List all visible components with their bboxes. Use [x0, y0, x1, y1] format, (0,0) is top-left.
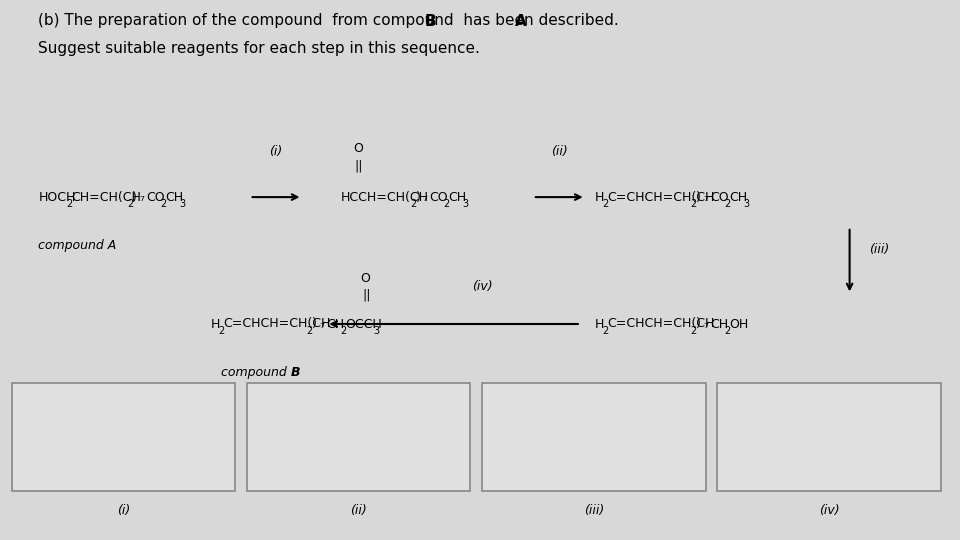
- Text: (ii): (ii): [551, 145, 567, 158]
- Text: CH=CH(CH: CH=CH(CH: [72, 191, 141, 204]
- Text: HOCH: HOCH: [38, 191, 76, 204]
- Text: (iv): (iv): [472, 280, 492, 293]
- Text: compound A: compound A: [38, 239, 117, 252]
- Text: 2: 2: [690, 326, 697, 336]
- Text: ₇: ₇: [319, 318, 324, 330]
- Text: ₇: ₇: [139, 191, 144, 204]
- Text: 2: 2: [602, 326, 609, 336]
- Bar: [717, 383, 941, 491]
- Text: ): ): [696, 318, 701, 330]
- Text: ₇: ₇: [422, 191, 427, 204]
- Text: A: A: [515, 14, 526, 29]
- Text: 2: 2: [602, 199, 609, 209]
- Text: (iv): (iv): [819, 504, 839, 517]
- Text: 2: 2: [410, 199, 417, 209]
- Text: H: H: [211, 318, 221, 330]
- Text: ₇: ₇: [703, 191, 708, 204]
- Text: compound: compound: [221, 366, 291, 379]
- Text: ): ): [416, 191, 420, 204]
- Text: OH: OH: [730, 318, 749, 330]
- Text: 2: 2: [160, 199, 166, 209]
- Text: 2: 2: [340, 326, 347, 336]
- Text: 2: 2: [127, 199, 133, 209]
- Text: 2: 2: [218, 326, 225, 336]
- Text: 2: 2: [724, 326, 731, 336]
- Text: ): ): [132, 191, 137, 204]
- Text: 2: 2: [444, 199, 449, 209]
- Text: O: O: [360, 272, 370, 285]
- Text: Suggest suitable reagents for each step in this sequence.: Suggest suitable reagents for each step …: [38, 40, 480, 56]
- Text: B: B: [291, 366, 300, 379]
- Text: O: O: [353, 142, 363, 155]
- Text: CO: CO: [146, 191, 165, 204]
- Text: OCCH: OCCH: [346, 318, 382, 330]
- Text: CH: CH: [710, 318, 728, 330]
- Text: 3: 3: [463, 199, 468, 209]
- Text: CH: CH: [448, 191, 467, 204]
- Text: ): ): [312, 318, 317, 330]
- Bar: [482, 383, 706, 491]
- Text: (i): (i): [117, 504, 130, 517]
- Text: (iii): (iii): [869, 243, 889, 256]
- Text: C=CHCH=CH(CH: C=CHCH=CH(CH: [608, 318, 715, 330]
- Text: 2: 2: [724, 199, 731, 209]
- Text: 2: 2: [66, 199, 72, 209]
- Bar: [12, 383, 235, 491]
- Text: C=CHCH=CH(CH: C=CHCH=CH(CH: [224, 318, 331, 330]
- Bar: [247, 383, 470, 491]
- Text: ||: ||: [362, 289, 371, 302]
- Text: H: H: [595, 318, 605, 330]
- Text: (b) The preparation of the compound  from compound  has been described.: (b) The preparation of the compound from…: [38, 14, 619, 29]
- Text: CH: CH: [730, 191, 748, 204]
- Text: CO: CO: [429, 191, 448, 204]
- Text: (ii): (ii): [350, 504, 367, 517]
- Text: ₇: ₇: [703, 318, 708, 330]
- Text: 3: 3: [373, 326, 379, 336]
- Text: HCCH=CH(CH: HCCH=CH(CH: [341, 191, 429, 204]
- Text: CH: CH: [326, 318, 344, 330]
- Text: B: B: [424, 14, 436, 29]
- Text: ||: ||: [354, 159, 363, 172]
- Text: CH: CH: [166, 191, 183, 204]
- Text: 3: 3: [180, 199, 185, 209]
- Text: 2: 2: [690, 199, 697, 209]
- Text: 3: 3: [743, 199, 750, 209]
- Text: H: H: [595, 191, 605, 204]
- Text: (iii): (iii): [584, 504, 604, 517]
- Text: (i): (i): [270, 145, 282, 158]
- Text: 2: 2: [306, 326, 313, 336]
- Text: ): ): [696, 191, 701, 204]
- Text: CO: CO: [710, 191, 729, 204]
- Text: C=CHCH=CH(CH: C=CHCH=CH(CH: [608, 191, 715, 204]
